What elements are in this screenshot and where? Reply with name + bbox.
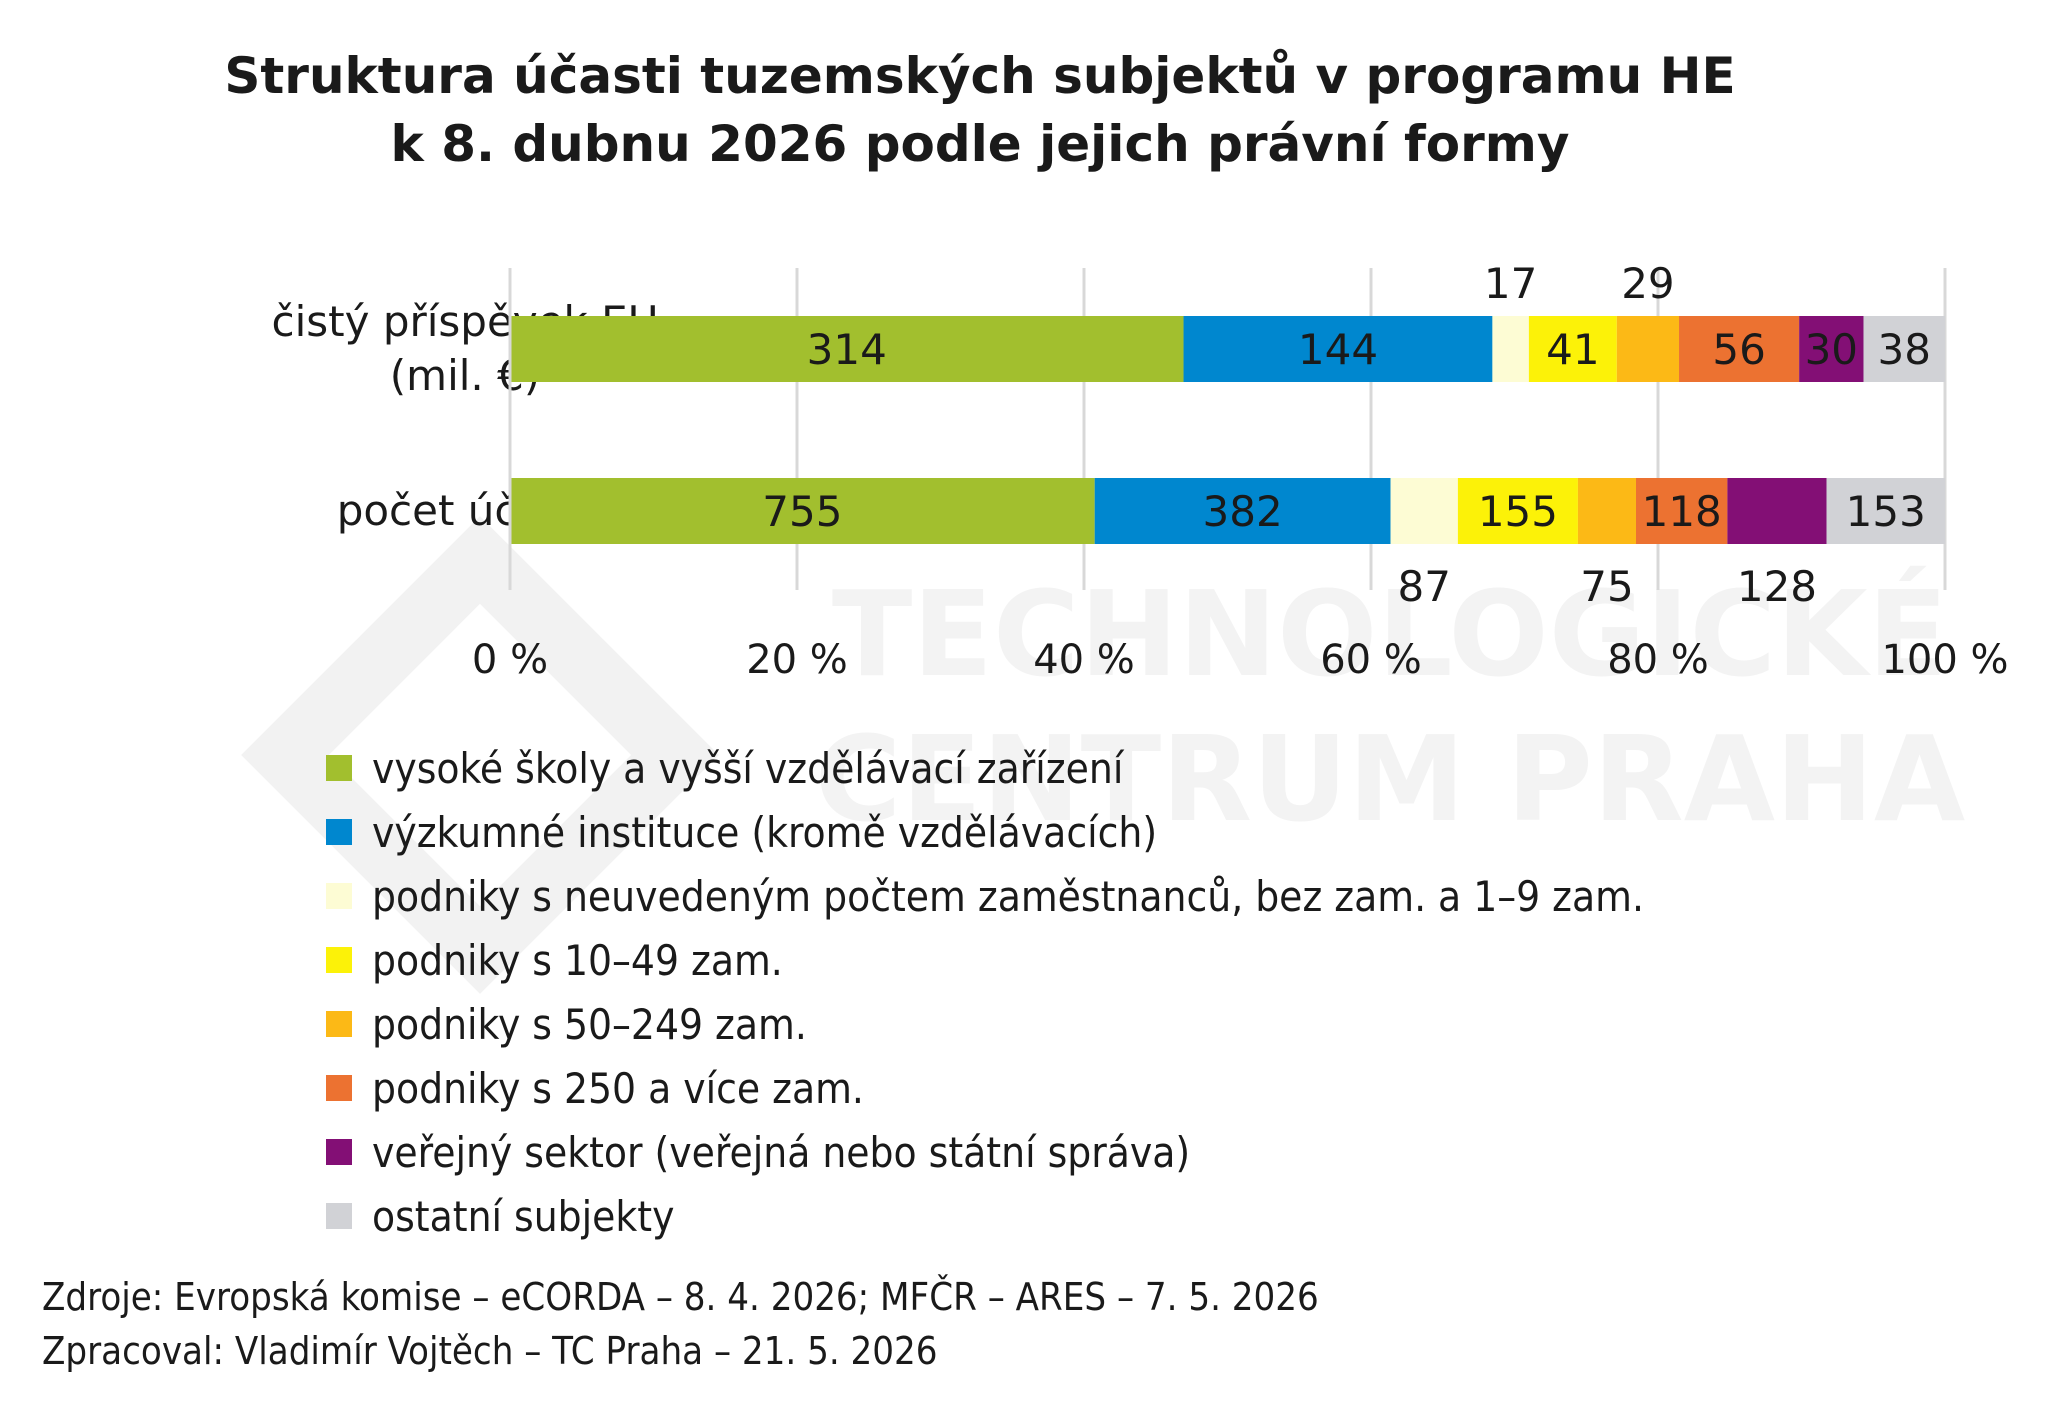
bar-segment xyxy=(1727,478,1827,544)
data-label: 155 xyxy=(1478,487,1558,536)
legend-swatch xyxy=(326,1139,352,1165)
data-label: 144 xyxy=(1298,325,1378,374)
x-tick-label: 20 % xyxy=(746,637,848,683)
data-label: 38 xyxy=(1878,325,1931,374)
legend-item: výzkumné instituce (kromě vzdělávacích) xyxy=(326,800,1644,864)
legend-item: podniky s 250 a více zam. xyxy=(326,1056,1644,1120)
bar-segment xyxy=(1616,316,1680,382)
legend-label: vysoké školy a vyšší vzdělávací zařízení xyxy=(372,743,1124,793)
legend-item: podniky s neuvedeným počtem zaměstnanců,… xyxy=(326,864,1644,928)
data-label: 29 xyxy=(1621,259,1674,308)
legend-swatch xyxy=(326,1011,352,1037)
bar-segment xyxy=(1826,478,1945,544)
data-label: 56 xyxy=(1712,325,1765,374)
bar-segment xyxy=(1390,478,1458,544)
bar-segment xyxy=(1863,316,1945,382)
legend-label: ostatní subjekty xyxy=(372,1191,675,1241)
x-tick-label: 60 % xyxy=(1320,637,1422,683)
bar-segment xyxy=(1577,478,1637,544)
footer: Zdroje: Evropská komise – eCORDA – 8. 4.… xyxy=(42,1270,1319,1378)
author-note: Zpracoval: Vladimír Vojtěch – TC Praha –… xyxy=(42,1329,938,1373)
legend-label: podniky s neuvedeným počtem zaměstnanců,… xyxy=(372,871,1644,921)
source-note: Zdroje: Evropská komise – eCORDA – 8. 4.… xyxy=(42,1275,1319,1319)
data-label: 118 xyxy=(1642,487,1722,536)
legend-label: podniky s 10–49 zam. xyxy=(372,935,783,985)
legend-swatch xyxy=(326,883,352,909)
data-label: 153 xyxy=(1846,487,1926,536)
data-label: 75 xyxy=(1580,562,1633,611)
bar-segment xyxy=(1636,478,1728,544)
x-tick-label: 0 % xyxy=(472,637,548,683)
bar-segment xyxy=(510,316,1184,382)
bar-segment xyxy=(1094,478,1391,544)
legend-item: podniky s 50–249 zam. xyxy=(326,992,1644,1056)
stacked-bar-chart: 0 % 20 % 40 % 60 % 80 % 100 %čistý příspěvek … xyxy=(272,259,2009,683)
bar-segment xyxy=(1492,316,1529,382)
bar-segment xyxy=(1183,316,1493,382)
chart-title: Struktura účasti tuzemských subjektů v p… xyxy=(0,42,1960,178)
bar-segment xyxy=(1457,478,1578,544)
legend-item: veřejný sektor (veřejná nebo státní sprá… xyxy=(326,1120,1644,1184)
legend-label: výzkumné instituce (kromě vzdělávacích) xyxy=(372,807,1158,857)
legend-item: vysoké školy a vyšší vzdělávací zařízení xyxy=(326,736,1644,800)
data-label: 128 xyxy=(1737,562,1817,611)
data-label: 17 xyxy=(1484,259,1537,308)
bar-segment xyxy=(1679,316,1800,382)
legend-label: veřejný sektor (veřejná nebo státní sprá… xyxy=(372,1127,1191,1177)
bar-segment xyxy=(510,478,1095,544)
legend-swatch xyxy=(326,755,352,781)
bar-segment xyxy=(1799,316,1864,382)
legend-item: podniky s 10–49 zam. xyxy=(326,928,1644,992)
chart-title-line: k 8. dubnu 2026 podle jejich právní form… xyxy=(390,115,1570,173)
legend-item: ostatní subjekty xyxy=(326,1184,1644,1248)
legend-label: podniky s 50–249 zam. xyxy=(372,999,807,1049)
bar-segment xyxy=(1528,316,1617,382)
legend-swatch xyxy=(326,819,352,845)
legend: vysoké školy a vyšší vzdělávací zařízení… xyxy=(326,736,1644,1248)
data-label: 30 xyxy=(1805,325,1858,374)
x-tick-label: 100 % xyxy=(1881,637,2008,683)
data-label: 314 xyxy=(807,325,887,374)
x-tick-label: 80 % xyxy=(1607,637,1709,683)
data-label: 755 xyxy=(762,487,842,536)
data-label: 382 xyxy=(1203,487,1283,536)
x-tick-label: 40 % xyxy=(1033,637,1135,683)
legend-swatch xyxy=(326,1203,352,1229)
legend-label: podniky s 250 a více zam. xyxy=(372,1063,864,1113)
legend-swatch xyxy=(326,1075,352,1101)
chart-title-line: Struktura účasti tuzemských subjektů v p… xyxy=(224,47,1736,105)
legend-swatch xyxy=(326,947,352,973)
data-label: 41 xyxy=(1546,325,1599,374)
data-label: 87 xyxy=(1397,562,1450,611)
